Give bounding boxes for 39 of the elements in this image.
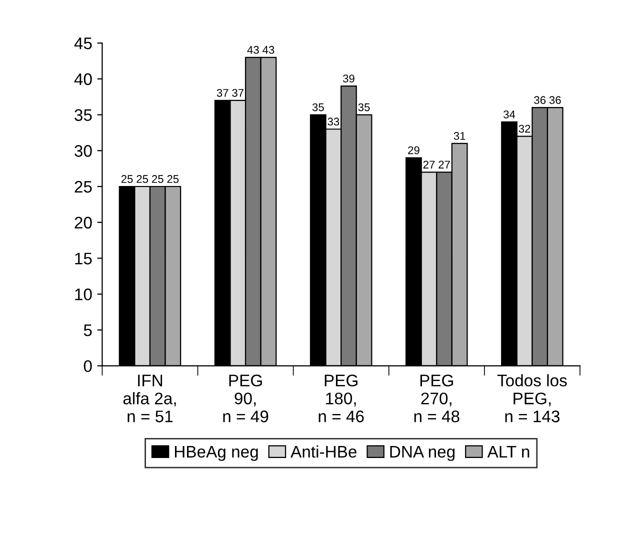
data-label: 27: [423, 160, 435, 168]
data-label: 37: [216, 88, 228, 97]
x-tick-label: PEG 90, n = 49: [223, 374, 268, 422]
legend-label: HBeAg neg: [174, 446, 258, 461]
y-tick-label: 10: [75, 288, 92, 300]
data-label: 37: [232, 88, 244, 97]
x-tick-label: Todos los PEG, n = 143: [497, 374, 567, 422]
x-tick-label: PEG 180, n = 46: [318, 374, 364, 422]
data-label: 35: [358, 103, 370, 112]
data-label: 36: [534, 96, 546, 104]
data-label: 25: [167, 175, 179, 183]
data-label: 34: [504, 110, 516, 118]
data-label: 35: [312, 103, 324, 112]
y-tick-label: 45: [74, 38, 92, 50]
y-tick-label: 15: [75, 252, 92, 264]
legend-label: ALT n: [487, 446, 530, 458]
legend-label: DNA neg: [390, 446, 455, 461]
y-tick-label: 30: [74, 145, 92, 157]
data-label: 36: [549, 96, 561, 104]
data-label: 33: [328, 118, 340, 126]
data-label: 43: [247, 46, 259, 54]
data-label: 31: [454, 132, 466, 140]
data-label: 25: [136, 175, 148, 183]
y-tick-label: 5: [84, 324, 92, 336]
data-label: 43: [262, 46, 274, 54]
y-tick-label: 0: [84, 360, 92, 372]
data-label: 39: [342, 74, 354, 82]
y-tick-label: 40: [74, 73, 92, 86]
y-tick-label: 35: [74, 109, 92, 121]
data-label: 32: [518, 124, 530, 133]
data-label: 29: [408, 146, 420, 154]
legend-label: Anti-HBe: [290, 445, 356, 458]
y-tick-label: 20: [74, 216, 92, 229]
data-label: 25: [152, 175, 164, 183]
x-tick-label: IFN alfa 2a, n = 51: [123, 374, 176, 422]
data-label: 27: [438, 160, 450, 168]
data-label: 25: [121, 175, 133, 183]
y-tick-label: 25: [74, 180, 92, 193]
x-tick-label: PEG 270, n = 48: [414, 374, 460, 422]
